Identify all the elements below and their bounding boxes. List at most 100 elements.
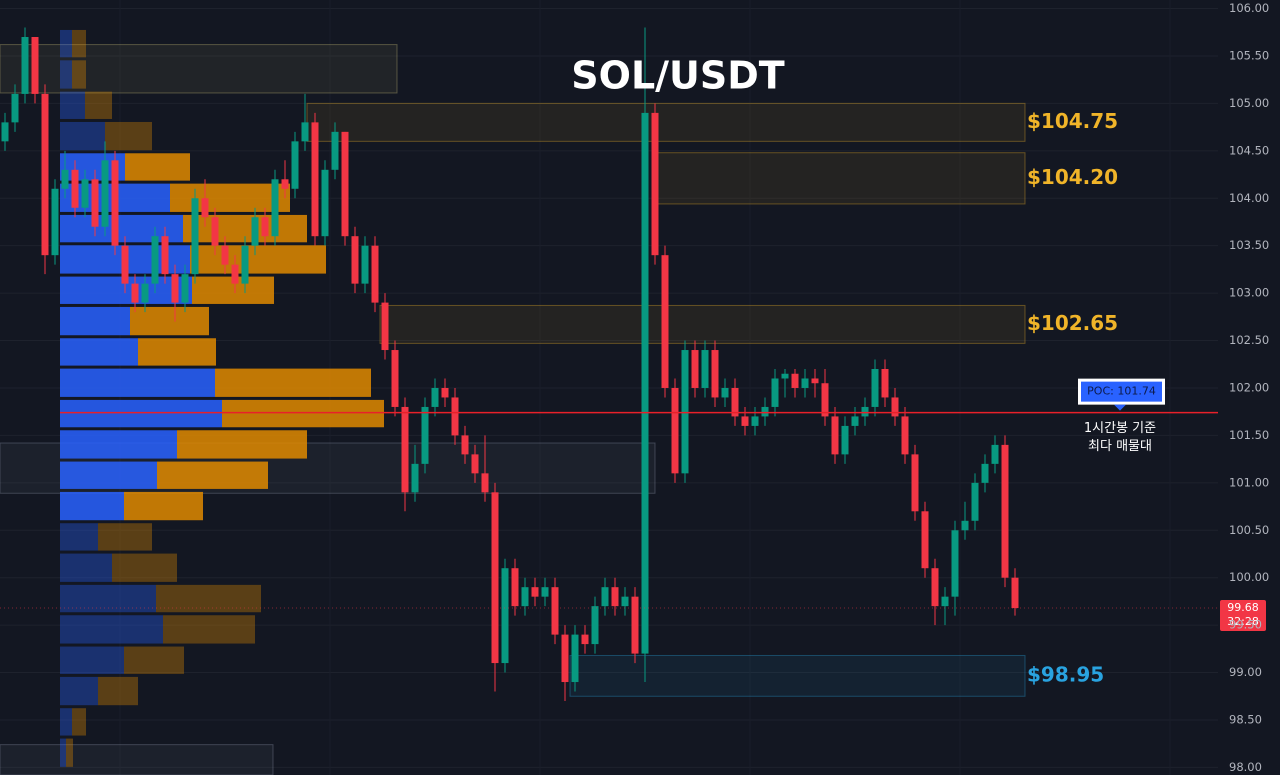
candle-body [201, 198, 209, 218]
candle-body [741, 416, 749, 426]
zone [306, 102, 1026, 142]
y-tick-label: 102.50 [1229, 333, 1269, 347]
candle-body [721, 387, 729, 398]
candle-body [51, 188, 59, 256]
poc-annotation: 최다 매물대 [1088, 439, 1152, 454]
candle-body [861, 406, 869, 417]
candle-body [581, 634, 589, 645]
y-tick-label: 101.50 [1229, 428, 1269, 442]
candle-body [831, 416, 839, 455]
profile-buy-bar [60, 60, 72, 89]
profile-buy-bar [60, 338, 138, 366]
volume-profile [60, 29, 384, 767]
profile-sell-bar [124, 491, 203, 521]
candle-body [111, 160, 119, 246]
candle-body [781, 373, 789, 379]
profile-buy-bar [60, 491, 124, 521]
candle-body [971, 482, 979, 521]
candle-body [841, 425, 849, 455]
candle-body [361, 245, 369, 284]
candle-body [501, 568, 509, 664]
candle-body [631, 596, 639, 654]
zone-label: $102.65 [1027, 311, 1118, 335]
overlay: $104.75 $104.20 $102.65 $98.95 POC: 101.74 1시… [0, 109, 1266, 686]
candle-body [91, 179, 99, 227]
candle-body [891, 397, 899, 417]
candle-body [481, 473, 489, 493]
candle-body [421, 406, 429, 464]
candle-body [181, 274, 189, 303]
candle-body [911, 454, 919, 512]
candle-body [331, 131, 339, 170]
candle-body [711, 350, 719, 398]
profile-buy-bar [60, 121, 105, 151]
profile-sell-bar [215, 368, 371, 397]
last-price-label: 99.68 [1227, 601, 1259, 614]
y-tick-label: 102.00 [1229, 380, 1269, 394]
y-tick-label: 99.00 [1229, 665, 1262, 679]
candle-body [411, 463, 419, 493]
candle-body [491, 492, 499, 664]
candle-body [651, 112, 659, 256]
candle-body [1011, 577, 1019, 609]
profile-buy-bar [60, 646, 124, 674]
profile-sell-bar [222, 399, 384, 428]
candle-body [81, 179, 89, 208]
y-tick-label: 104.00 [1229, 191, 1269, 205]
y-tick-label: 101.00 [1229, 475, 1269, 489]
candle-body [751, 416, 759, 426]
candle-body [661, 255, 669, 388]
candle-body [901, 416, 909, 455]
last-price-box [1220, 600, 1266, 632]
candle-body [591, 606, 599, 645]
profile-buy-bar [60, 399, 222, 428]
poc-annotation: 1시간봉 기준 [1084, 421, 1156, 436]
candle-body [251, 217, 259, 246]
y-tick-label: 100.00 [1229, 570, 1269, 584]
poc-pointer [1114, 404, 1126, 411]
candle-body [351, 236, 359, 284]
profile-buy-bar [60, 615, 163, 644]
candle-body [791, 373, 799, 388]
profile-sell-bar [98, 676, 138, 706]
candle-body [701, 350, 709, 388]
candle-body [1001, 444, 1009, 578]
profile-sell-bar [105, 121, 152, 151]
profile-sell-bar [125, 153, 190, 181]
candle-body [511, 568, 519, 607]
profile-sell-bar [98, 523, 152, 551]
profile-sell-bar [130, 306, 209, 336]
candle-body [271, 179, 279, 237]
y-tick-label: 103.50 [1229, 238, 1269, 252]
profile-sell-bar [177, 430, 307, 459]
candle-body [221, 245, 229, 265]
candle-body [21, 36, 29, 94]
candle-body [601, 587, 609, 607]
poc-label: POC: 101.74 [1087, 385, 1156, 398]
zone [656, 152, 1026, 205]
candle-body [291, 141, 299, 189]
candle-body [951, 530, 959, 597]
candle-body [441, 387, 449, 398]
candle-body [881, 369, 889, 398]
candle-body [31, 36, 39, 94]
candle-body [991, 444, 999, 464]
candle-body [471, 454, 479, 474]
candle-body [561, 634, 569, 683]
y-tick-label: 103.00 [1229, 286, 1269, 300]
candle-body [401, 406, 409, 493]
candle-body [431, 387, 439, 407]
y-tick-label: 100.50 [1229, 523, 1269, 537]
candle-body [61, 169, 69, 189]
candle-body [541, 587, 549, 597]
chart-title: SOL/USDT [571, 54, 785, 98]
profile-buy-bar [60, 523, 98, 551]
candle-body [461, 435, 469, 455]
candle-body [131, 283, 139, 303]
candle-body [151, 236, 159, 284]
candle-body [801, 378, 809, 388]
y-tick-label: 104.50 [1229, 143, 1269, 157]
profile-buy-bar [60, 29, 72, 58]
y-tick-label: 106.00 [1229, 1, 1269, 15]
candle-body [691, 350, 699, 388]
